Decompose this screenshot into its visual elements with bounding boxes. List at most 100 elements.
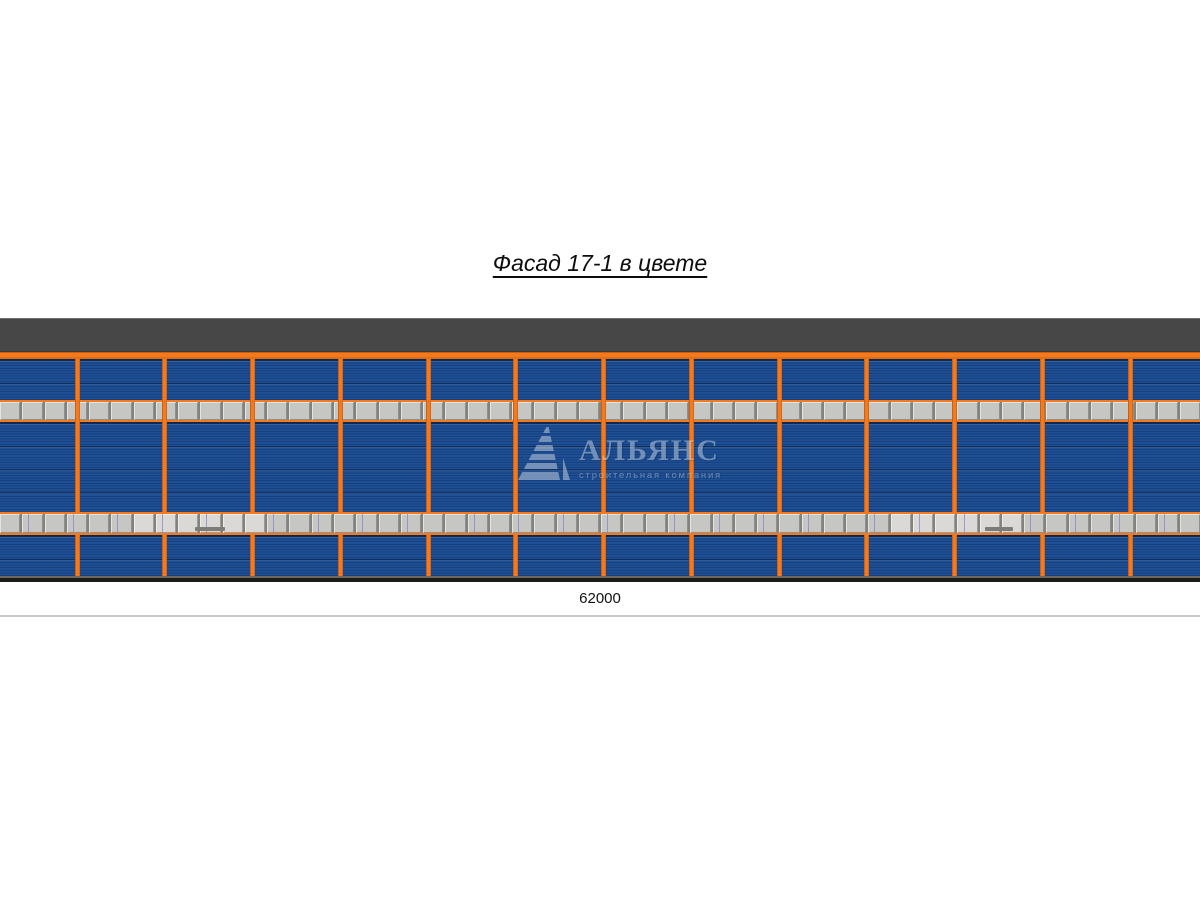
mullion [74, 359, 80, 576]
page-title: Фасад 17-1 в цвете [0, 250, 1200, 277]
window-pane [289, 514, 310, 533]
roof-band [0, 318, 1200, 352]
page-title-text: Фасад 17-1 в цвете [492, 250, 708, 276]
window-pane [44, 402, 65, 420]
window-pane [757, 402, 778, 420]
window-pane [356, 514, 377, 533]
window-pane [445, 514, 466, 533]
window-pane [311, 514, 332, 533]
window-pane [111, 402, 132, 420]
window-pane [534, 514, 555, 533]
mullion [1039, 359, 1045, 576]
window-pane [400, 402, 422, 420]
window-pane [489, 402, 511, 420]
window-pane [757, 514, 778, 533]
window-pane [779, 514, 800, 533]
window-pane [935, 514, 956, 533]
window-pane [1113, 514, 1134, 533]
panel-band-lower [0, 535, 1200, 576]
window-pane [890, 402, 911, 420]
window-pane [912, 402, 934, 420]
mullion [776, 359, 782, 576]
mullion [688, 359, 694, 576]
plinth-band [0, 576, 1200, 582]
window-pane [623, 402, 644, 420]
door-handle [985, 527, 1013, 531]
mullion [337, 359, 343, 576]
orange-strip [0, 533, 1200, 535]
window-pane [868, 402, 889, 420]
window-pane [868, 514, 889, 533]
dimension-line [0, 615, 1200, 617]
window-pane [1157, 514, 1179, 533]
window-pane [846, 514, 867, 533]
panel-band-middle [0, 422, 1200, 512]
window-pane [645, 514, 666, 533]
window-pane [0, 402, 21, 420]
window-pane [623, 514, 644, 533]
window-pane [244, 514, 266, 533]
window-pane [289, 402, 310, 420]
window-pane [1135, 402, 1156, 420]
window-pane [823, 402, 845, 420]
window-pane [801, 514, 822, 533]
window-pane [89, 514, 110, 533]
mullion [513, 359, 519, 576]
facade-drawing: АЛЬЯНС строительная компания [0, 318, 1200, 582]
window-pane [467, 402, 488, 420]
window-pane [200, 402, 221, 420]
window-pane [467, 514, 488, 533]
window-pane [489, 514, 511, 533]
window-pane [133, 402, 154, 420]
window-pane [645, 402, 666, 420]
window-pane [1046, 514, 1067, 533]
window-pane [979, 402, 1000, 420]
mullion [250, 359, 255, 576]
window-pane [734, 514, 756, 533]
window-pane [267, 514, 288, 533]
window-pane [846, 402, 867, 420]
orange-strip [0, 512, 1200, 514]
window-pane [1180, 514, 1200, 533]
window-pane [1024, 402, 1045, 420]
window-pane [22, 514, 43, 533]
window-pane [890, 514, 911, 533]
window-pane [957, 402, 978, 420]
window-pane [311, 402, 332, 420]
window-pane [1157, 402, 1179, 420]
window-pane [1024, 514, 1045, 533]
window-pane [601, 514, 622, 533]
window-pane [1091, 514, 1112, 533]
window-pane [178, 514, 199, 533]
window-pane [378, 514, 399, 533]
window-pane [556, 514, 577, 533]
window-pane [155, 514, 177, 533]
window-pane [1068, 402, 1090, 420]
window-pane [935, 402, 956, 420]
window-pane-row [0, 514, 1200, 533]
window-pane [1180, 402, 1200, 420]
window-pane [133, 514, 154, 533]
mullion [425, 359, 431, 576]
window-pane [512, 514, 533, 533]
window-band-lower [0, 512, 1200, 535]
window-pane [667, 514, 689, 533]
dimension-label: 62000 [579, 590, 621, 607]
window-pane [578, 514, 600, 533]
window-pane [1068, 514, 1090, 533]
orange-strip [0, 400, 1200, 402]
mullion [864, 359, 870, 576]
window-pane [445, 402, 466, 420]
window-pane [0, 514, 21, 533]
window-pane [1135, 514, 1156, 533]
window-pane [534, 402, 555, 420]
window-pane [1046, 402, 1067, 420]
window-band-upper [0, 400, 1200, 422]
mullion [601, 359, 606, 576]
window-pane [22, 402, 43, 420]
window-pane [734, 402, 756, 420]
window-pane [801, 402, 822, 420]
cornice-band [0, 352, 1200, 359]
window-pane [712, 402, 733, 420]
window-pane [400, 514, 422, 533]
